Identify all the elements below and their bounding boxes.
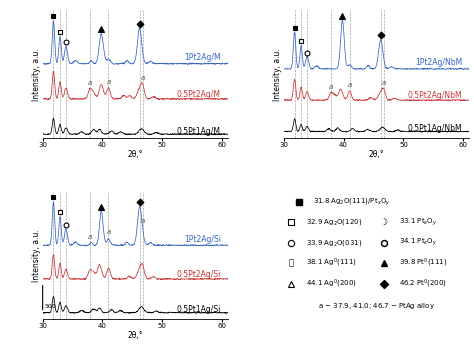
Text: a: a xyxy=(106,229,110,235)
Text: 32.9 Ag$_2$O(120): 32.9 Ag$_2$O(120) xyxy=(306,217,362,227)
Y-axis label: Intensity, a.u.: Intensity, a.u. xyxy=(32,48,41,101)
Text: 34.1 Pt$_x$O$_y$: 34.1 Pt$_x$O$_y$ xyxy=(399,237,437,248)
Text: a $-$ 37.9, 41.0; 46.7 $-$ PtAg alloy: a $-$ 37.9, 41.0; 46.7 $-$ PtAg alloy xyxy=(318,302,435,312)
Text: 1Pt2Ag/M: 1Pt2Ag/M xyxy=(184,53,221,62)
Text: ⧖: ⧖ xyxy=(289,259,294,268)
Text: a: a xyxy=(382,80,386,86)
Text: 39.8 Pt$^0$(111): 39.8 Pt$^0$(111) xyxy=(399,257,447,269)
Text: 44.1 Ag$^0$(200): 44.1 Ag$^0$(200) xyxy=(306,277,357,290)
Text: 46.2 Pt$^0$(200): 46.2 Pt$^0$(200) xyxy=(399,277,447,290)
Text: 0.5Pt2Ag/Si: 0.5Pt2Ag/Si xyxy=(177,270,221,279)
Y-axis label: Intensity, a.u.: Intensity, a.u. xyxy=(32,229,41,282)
Text: 31.8 Ag$_2$O(111)/Pt$_x$O$_y$: 31.8 Ag$_2$O(111)/Pt$_x$O$_y$ xyxy=(313,196,391,208)
Text: 0.5Pt1Ag/Si: 0.5Pt1Ag/Si xyxy=(177,305,221,314)
Text: ☽: ☽ xyxy=(380,218,388,227)
X-axis label: 2θ,°: 2θ,° xyxy=(128,331,143,340)
Text: 38.1 Ag$^0$(111): 38.1 Ag$^0$(111) xyxy=(306,257,357,269)
Text: 0.5Pt1Ag/M: 0.5Pt1Ag/M xyxy=(177,127,221,136)
Text: a: a xyxy=(106,78,110,85)
Text: a: a xyxy=(329,84,333,90)
Text: a: a xyxy=(347,82,352,88)
Text: 33.9 Ag$_2$O(031): 33.9 Ag$_2$O(031) xyxy=(306,238,362,248)
Text: 500: 500 xyxy=(45,304,56,309)
Text: 1Pt2Ag/NbM: 1Pt2Ag/NbM xyxy=(415,58,462,67)
Text: a: a xyxy=(140,75,145,81)
Text: 1Pt2Ag/Si: 1Pt2Ag/Si xyxy=(184,235,221,244)
Text: 0.5Pt2Ag/NbM: 0.5Pt2Ag/NbM xyxy=(408,91,462,100)
X-axis label: 2θ,°: 2θ,° xyxy=(128,150,143,159)
Text: a: a xyxy=(88,79,92,86)
Text: 0.5Pt1Ag/NbM: 0.5Pt1Ag/NbM xyxy=(408,124,462,133)
Text: 33.1 Pt$_x$O$_y$: 33.1 Pt$_x$O$_y$ xyxy=(399,217,437,228)
Text: a: a xyxy=(88,234,92,240)
Text: 0.5Pt2Ag/M: 0.5Pt2Ag/M xyxy=(177,90,221,99)
Text: a: a xyxy=(140,218,145,224)
Y-axis label: Intensity, a.u.: Intensity, a.u. xyxy=(273,48,283,101)
X-axis label: 2θ,°: 2θ,° xyxy=(369,150,384,159)
